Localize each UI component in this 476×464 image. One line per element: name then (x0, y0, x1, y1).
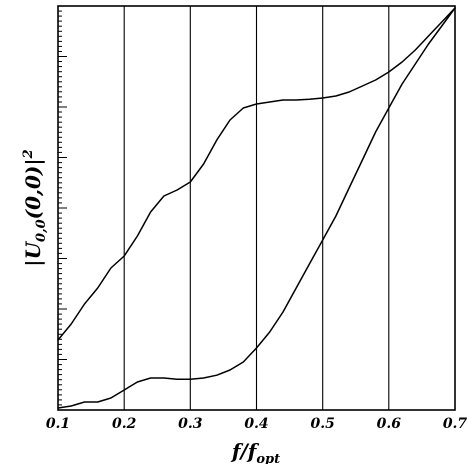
y-axis-label: |U0,0(0,0)|2 (21, 149, 49, 266)
x-tick-label: 0.4 (244, 416, 268, 432)
x-tick-label: 0.5 (311, 416, 335, 432)
x-axis-label: f/fopt (230, 439, 280, 464)
x-tick-label: 0.2 (112, 416, 137, 432)
y-axis-ticks (58, 10, 67, 406)
x-tick-labels: 0.1 0.2 0.3 0.4 0.5 0.6 0.7 (46, 416, 468, 432)
vertical-gridlines (123, 6, 390, 410)
series-curves (57, 7, 456, 409)
series-line-1 (57, 7, 456, 341)
x-tick-label: 0.3 (178, 416, 203, 432)
x-tick-label: 0.7 (443, 416, 468, 432)
x-tick-label: 0.1 (46, 416, 70, 432)
x-tick-label: 0.6 (377, 416, 402, 432)
series-line-2 (57, 7, 456, 409)
